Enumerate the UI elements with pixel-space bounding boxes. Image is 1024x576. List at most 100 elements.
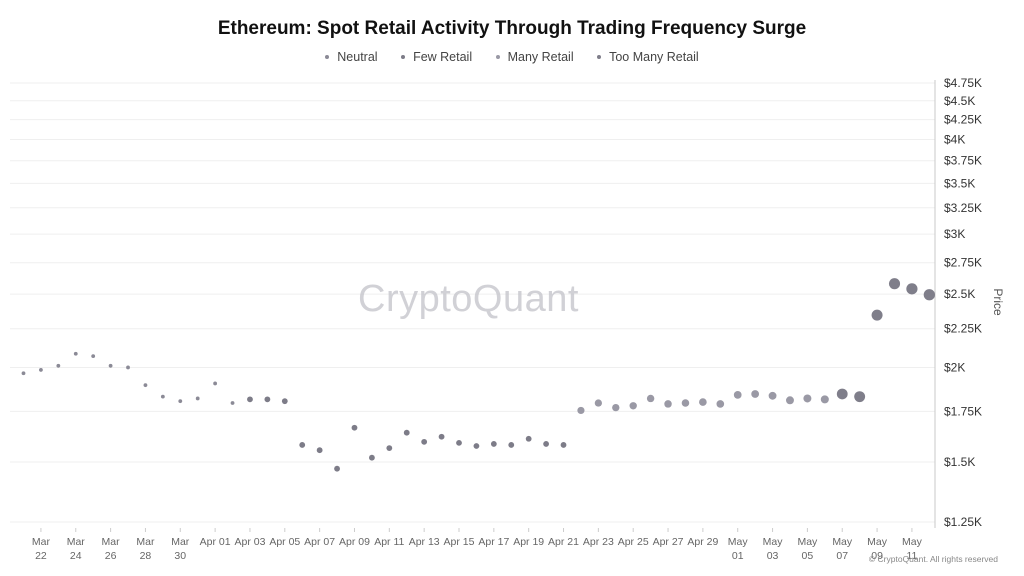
- x-tick-label: 30: [174, 550, 186, 562]
- data-point[interactable]: [594, 399, 602, 407]
- data-point[interactable]: [803, 394, 812, 403]
- y-tick-label: $2.25K: [944, 322, 982, 336]
- data-point[interactable]: [871, 309, 883, 321]
- x-tick-label: May: [902, 536, 923, 548]
- x-tick-label: 28: [140, 550, 152, 562]
- data-point[interactable]: [906, 283, 918, 295]
- y-tick-label: $1.75K: [944, 404, 982, 418]
- data-point[interactable]: [421, 438, 428, 445]
- legend-item-many-retail[interactable]: Many Retail: [495, 50, 574, 64]
- data-point[interactable]: [195, 396, 200, 401]
- data-point[interactable]: [160, 394, 165, 399]
- y-tick-label: $3K: [944, 227, 965, 241]
- data-point[interactable]: [21, 371, 26, 376]
- data-point[interactable]: [299, 442, 306, 448]
- legend-neutral-label: Neutral: [337, 50, 378, 64]
- legend-many-retail-label: Many Retail: [507, 50, 574, 64]
- data-point[interactable]: [490, 441, 497, 447]
- data-point[interactable]: [888, 278, 901, 290]
- data-point[interactable]: [403, 429, 410, 436]
- data-point[interactable]: [664, 400, 672, 408]
- data-point[interactable]: [699, 398, 707, 406]
- data-point[interactable]: [178, 399, 183, 404]
- data-point[interactable]: [854, 391, 866, 403]
- legend-many-retail-marker: [495, 54, 500, 59]
- data-point[interactable]: [108, 363, 113, 368]
- legend-item-too-many-retail[interactable]: Too Many Retail: [597, 50, 699, 64]
- data-point[interactable]: [334, 465, 340, 472]
- legend-item-neutral[interactable]: Neutral: [325, 50, 378, 64]
- data-point[interactable]: [525, 435, 532, 442]
- data-point[interactable]: [508, 442, 515, 448]
- data-point[interactable]: [836, 388, 848, 400]
- data-point[interactable]: [386, 445, 393, 451]
- data-point[interactable]: [91, 354, 96, 359]
- gridlines: [10, 82, 935, 523]
- legend-item-few-retail[interactable]: Few Retail: [401, 50, 472, 64]
- chart-title: Ethereum: Spot Retail Activity Through T…: [217, 18, 807, 39]
- x-tick-label: 22: [35, 550, 47, 562]
- x-tick-label: Apr 01: [200, 536, 231, 548]
- y-tick-label: $3.5K: [944, 176, 975, 190]
- data-point[interactable]: [820, 395, 829, 404]
- data-point[interactable]: [543, 441, 549, 447]
- x-tick-label: Mar: [32, 536, 51, 548]
- data-point[interactable]: [612, 403, 620, 412]
- x-tick-label: Apr 07: [304, 536, 335, 548]
- data-point[interactable]: [629, 402, 637, 410]
- x-tick-label: Apr 25: [618, 536, 649, 548]
- data-point[interactable]: [733, 390, 742, 399]
- data-point[interactable]: [247, 396, 253, 403]
- x-tick-label: May: [797, 536, 818, 548]
- data-point[interactable]: [923, 289, 935, 301]
- data-point[interactable]: [786, 396, 794, 405]
- data-point[interactable]: [281, 398, 288, 405]
- data-point[interactable]: [213, 381, 218, 386]
- legend-too-many-retail-label: Too Many Retail: [609, 50, 699, 64]
- copyright-text: © CryptoQuant. All rights reserved: [868, 554, 998, 564]
- data-point[interactable]: [560, 442, 567, 448]
- data-point[interactable]: [646, 394, 655, 403]
- y-axis-title: Price: [991, 288, 1005, 316]
- legend-too-many-retail-marker: [597, 54, 602, 59]
- y-tick-label: $4K: [944, 133, 965, 147]
- data-point[interactable]: [73, 351, 78, 356]
- watermark: CryptoQuant: [358, 278, 579, 320]
- x-tick-label: Mar: [102, 536, 121, 548]
- y-tick-label: $2K: [944, 360, 965, 374]
- data-point[interactable]: [716, 400, 725, 408]
- data-point[interactable]: [143, 383, 148, 388]
- data-point[interactable]: [473, 443, 480, 449]
- x-tick-label: 24: [70, 550, 82, 562]
- x-tick-label: Apr 03: [234, 536, 265, 548]
- y-axis-ticks: $1.25K $1.5K $1.75K $2K $2.25K $2.5K $2.75K $3K…: [944, 76, 982, 529]
- data-point[interactable]: [351, 424, 358, 431]
- data-point[interactable]: [751, 390, 760, 398]
- data-points: [21, 278, 935, 472]
- data-point[interactable]: [456, 439, 462, 446]
- x-tick-label: Apr 15: [444, 536, 475, 548]
- data-point[interactable]: [264, 396, 271, 403]
- data-point[interactable]: [230, 401, 235, 405]
- x-tick-label: Apr 29: [687, 536, 718, 548]
- x-tick-label: 05: [802, 550, 814, 562]
- x-tick-label: Mar: [171, 536, 190, 548]
- legend-neutral-marker: [325, 54, 330, 59]
- y-tick-label: $4.75K: [944, 76, 982, 90]
- data-point[interactable]: [39, 368, 43, 372]
- data-point[interactable]: [768, 391, 777, 400]
- x-tick-label: May: [832, 536, 853, 548]
- data-point[interactable]: [316, 447, 323, 454]
- x-tick-label: Apr 27: [653, 536, 684, 548]
- data-point[interactable]: [577, 406, 585, 415]
- y-tick-label: $1.25K: [944, 515, 982, 529]
- data-point[interactable]: [126, 365, 130, 370]
- data-point[interactable]: [438, 433, 445, 440]
- data-point[interactable]: [681, 399, 690, 407]
- x-tick-label: Apr 17: [478, 536, 509, 548]
- x-tick-label: Apr 21: [548, 536, 579, 548]
- y-tick-label: $2.75K: [944, 256, 982, 270]
- data-point[interactable]: [369, 454, 375, 461]
- data-point[interactable]: [56, 363, 61, 368]
- x-tick-label: Apr 09: [339, 536, 370, 548]
